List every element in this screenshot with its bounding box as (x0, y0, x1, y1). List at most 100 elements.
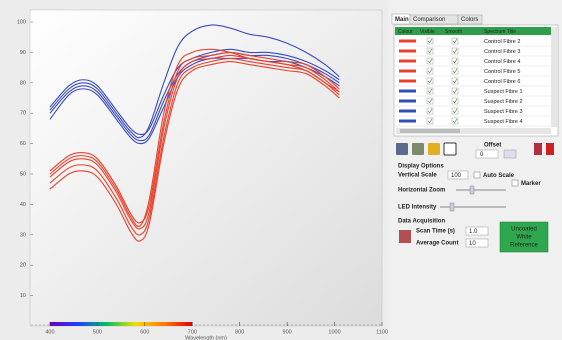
field-label: Scan Time (s) (416, 229, 455, 235)
tab-label: Comparison (413, 17, 445, 23)
checkbox[interactable] (426, 77, 434, 85)
checkbox[interactable] (426, 107, 434, 115)
section-heading: Display Options (398, 164, 444, 170)
check (427, 38, 433, 44)
checkbox[interactable] (426, 97, 434, 105)
v-scrollbar[interactable] (551, 27, 557, 127)
tabs: Main Comparison Colors (391, 13, 483, 25)
vertical-scale-value: 100 (451, 173, 462, 179)
spectrum-title: Suspect Fibre 3 (484, 109, 523, 115)
checkbox[interactable] (451, 107, 459, 115)
check (452, 58, 458, 64)
checkbox[interactable] (426, 67, 434, 75)
checkbox[interactable] (451, 67, 459, 75)
x-tick-label: 1000 (328, 329, 340, 335)
average-count-value: 10 (469, 241, 476, 247)
checkbox-label: Marker (521, 181, 541, 187)
check (427, 48, 433, 54)
column-header: Spectrum Title (484, 29, 516, 35)
x-axis-label: Wavelength (nm) (185, 335, 227, 340)
checkbox[interactable] (451, 77, 459, 85)
y-tick-label: 50 (20, 171, 26, 177)
checkbox[interactable] (426, 37, 434, 45)
check (427, 118, 433, 124)
button-label: Reference (510, 243, 538, 249)
button-label: White (516, 235, 532, 241)
spectrum-line (49, 24, 340, 139)
checkbox[interactable] (511, 179, 519, 187)
slider-thumb[interactable] (469, 185, 475, 195)
check (427, 58, 433, 64)
column-header: Colour (398, 29, 413, 35)
y-tick-label: 40 (20, 202, 26, 208)
checkbox[interactable] (426, 87, 434, 95)
slider-thumb[interactable] (449, 202, 455, 212)
checkbox[interactable] (426, 47, 434, 55)
vertical-scale-input[interactable] (447, 170, 469, 180)
table-header (395, 27, 551, 35)
toolbar (396, 142, 554, 156)
table-body: Colour Visible Smooth Spectrum Title Control… (395, 29, 551, 127)
check (427, 78, 433, 84)
column-header: Smooth (445, 29, 462, 35)
checkbox[interactable] (451, 47, 459, 55)
save-button[interactable] (396, 143, 408, 155)
scroll-thumb[interactable] (400, 129, 460, 133)
y-tick-label: 60 (20, 141, 26, 147)
white-reference-button[interactable] (499, 221, 549, 253)
x-tick-label: 600 (140, 329, 149, 335)
check (427, 108, 433, 114)
check (452, 98, 458, 104)
tab-label: Colors (461, 17, 478, 23)
h-scrollbar[interactable] (396, 128, 551, 134)
x-tick-label: 1100 (376, 329, 388, 335)
export-button[interactable] (412, 143, 424, 155)
spectrum-title: Suspect Fibre 2 (484, 99, 523, 105)
spectrum-line (49, 48, 340, 227)
delete-button[interactable] (546, 143, 554, 155)
field-label: LED Intensity (398, 205, 437, 211)
y-tick-label: 70 (20, 111, 26, 117)
g-button[interactable] (443, 142, 457, 156)
scan-button[interactable] (399, 230, 411, 243)
plot-area (29, 9, 383, 327)
spectrum-title: Control Fibre 6 (484, 79, 520, 85)
y-tick-label: 80 (20, 80, 26, 86)
check (427, 68, 433, 74)
spectrum-line (49, 51, 340, 142)
checkbox[interactable] (451, 117, 459, 125)
check (452, 88, 458, 94)
checkbox[interactable] (451, 87, 459, 95)
y-tick-label: 10 (20, 293, 26, 299)
tool-button[interactable] (534, 143, 542, 155)
offset-button[interactable] (503, 149, 517, 159)
colour-swatch (399, 109, 416, 113)
average-count-input[interactable] (465, 238, 489, 248)
colour-swatch (399, 59, 416, 63)
checkbox[interactable] (451, 37, 459, 45)
plot: 10 20 30 40 50 60 70 80 90 100 400 500 600 700 800 900 1… (17, 19, 388, 340)
checkbox[interactable] (426, 117, 434, 125)
x-tick-label: 400 (45, 329, 54, 335)
spectrum-line (49, 60, 340, 242)
tab[interactable] (457, 14, 483, 25)
check (452, 78, 458, 84)
check (452, 68, 458, 74)
spectrum-bar (49, 322, 193, 326)
spectrum-title: Suspect Fibre 4 (484, 119, 523, 125)
colour-swatch (399, 49, 416, 53)
checkbox[interactable] (451, 57, 459, 65)
colour-swatch (399, 39, 416, 43)
spectrum-line (49, 48, 340, 136)
scan-time-input[interactable] (465, 226, 489, 236)
checkbox[interactable] (426, 57, 434, 65)
folder-button[interactable] (428, 143, 440, 155)
x-tick-label: 900 (283, 329, 292, 335)
offset-label: Offset (484, 143, 501, 149)
column-header: Visible (420, 29, 435, 35)
offset-input[interactable] (475, 149, 499, 159)
checkbox[interactable] (473, 171, 481, 179)
spectra-table (393, 24, 559, 137)
checkbox[interactable] (451, 97, 459, 105)
section-heading: Data Acquisition (398, 219, 445, 225)
